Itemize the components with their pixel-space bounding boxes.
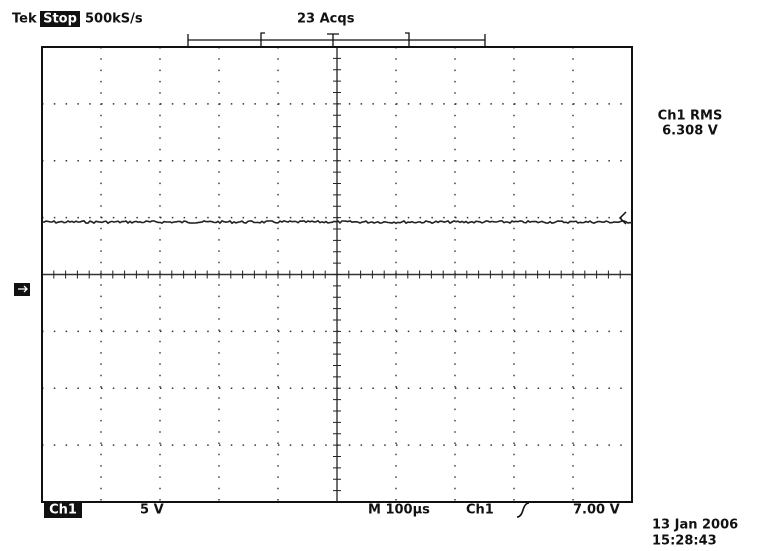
trigger-source: Ch1	[466, 503, 494, 518]
measurement-value: 6.308 V	[662, 124, 718, 139]
trigger-level-marker	[618, 211, 627, 225]
trigger-level: 7.00 V	[573, 503, 620, 518]
measurement-label: Ch1 RMS	[658, 109, 723, 124]
acquisitions: 23 Acqs	[297, 12, 355, 27]
sample-rate: 500kS/s	[85, 12, 143, 27]
date: 13 Jan 2006	[652, 518, 738, 533]
trigger-slope-icon	[516, 502, 530, 518]
brand: Tek	[12, 12, 37, 27]
state-box	[40, 11, 80, 27]
graticule	[41, 46, 633, 503]
record-bracket	[187, 32, 486, 48]
channel-box	[44, 502, 82, 518]
state: Stop	[43, 12, 77, 27]
channel: Ch1	[49, 503, 77, 518]
waveform-trace	[41, 219, 633, 225]
graticule-frame	[41, 46, 633, 503]
marker-arrow	[18, 285, 28, 293]
time-per-div: M 100µs	[368, 503, 430, 518]
volts-per-div: 5 V	[140, 503, 164, 518]
time: 15:28:43	[652, 534, 717, 549]
